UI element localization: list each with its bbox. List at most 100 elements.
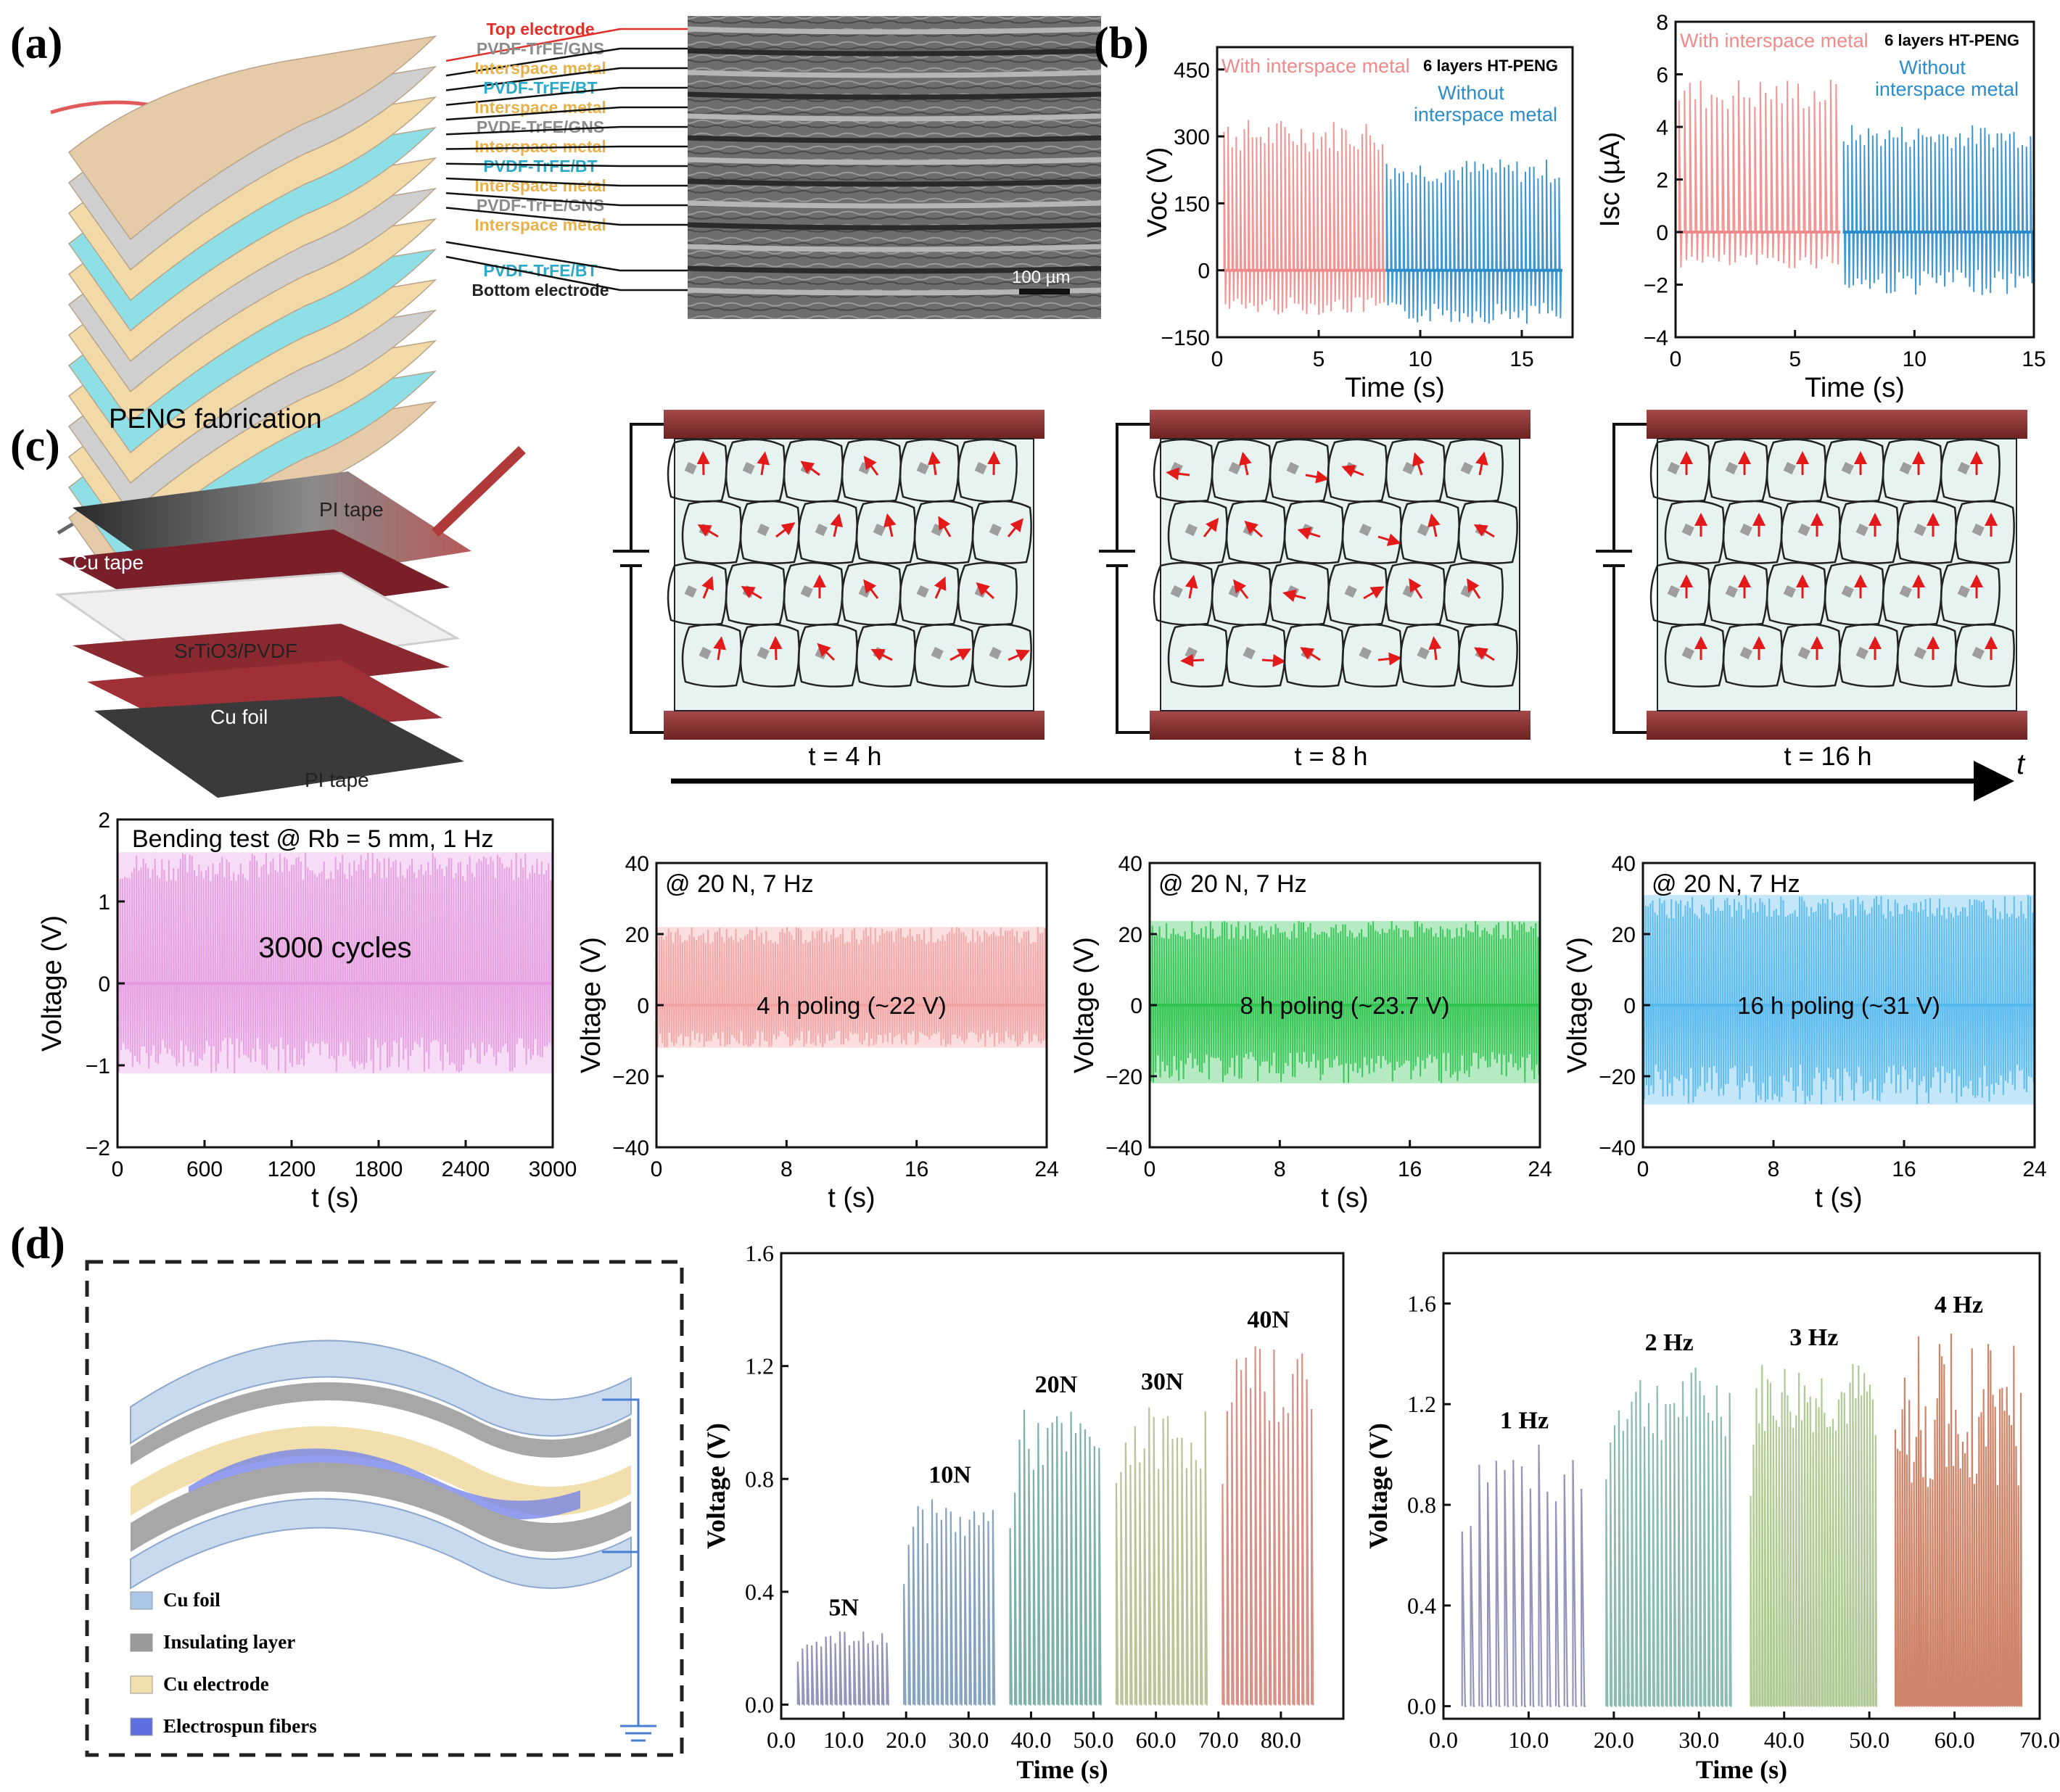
y-tick-label: 0 [1130,994,1142,1018]
series-Without interspace metal [1385,159,1562,324]
dipole-arrow [1305,470,1330,484]
dipole-arrow [1412,452,1425,476]
particle [1667,585,1680,598]
particle [1739,647,1752,660]
sem-band [687,157,1102,165]
particle [1797,647,1810,660]
x-tick-label: 15 [1509,347,1533,371]
sem-band [687,48,1102,57]
grain-boundary [1457,623,1518,688]
x-tick-label: 50.0 [1074,1727,1114,1753]
legend-label: Electrospun fibers [163,1715,317,1737]
x-tick-label: 0 [1670,347,1682,371]
grain-boundary [1954,500,2015,564]
y-tick-label: 300 [1174,125,1210,149]
layer-pointer [445,207,621,226]
dipole-arrow [1008,649,1031,662]
x-tick-label: 60.0 [1136,1727,1177,1753]
poling-time-label: t = 4 h [808,741,881,771]
grain-boundary [1824,561,1884,626]
plot-frame [1216,46,1574,339]
grain-boundary [1283,500,1344,564]
dipole-arrow [1261,654,1286,667]
grain-boundary [1940,438,2001,503]
layer-pointer [445,67,621,91]
dipole-arrow [1203,517,1219,537]
series-With interspace metal [1678,79,1841,269]
dipole-arrow [697,524,719,538]
x-tick-label: 10 [1408,347,1432,371]
series-Without interspace metal [1842,125,2034,295]
poling-box [1596,410,2027,740]
y-tick-label: 1.6 [745,1240,774,1266]
signal-trace [1842,125,2034,295]
y-tick-label: 40 [1118,852,1142,876]
y-tick-label: 0 [1198,260,1210,284]
sem-band [687,26,1102,35]
dipole-arrow [1300,647,1321,661]
grain-boundary [1327,438,1388,503]
particle [1243,647,1256,660]
series-4 Hz [1894,1333,2023,1707]
signal-trace [1115,1407,1208,1706]
chart-title: 6 layers HT-PENG [1423,57,1558,75]
grain-boundary [957,438,1018,503]
grain-boundary [1211,561,1272,626]
chart-poling-4h: 0 8 16 24 −40 −20 0 20 40 t (s) Voltage (V) @ 20 N,… [576,852,1059,1213]
particle [1783,585,1796,598]
x-tick-label: 0.0 [1429,1727,1458,1753]
dipole-arrow [830,513,844,537]
grain-boundary [1153,438,1214,503]
x-tick-label: 70.0 [1198,1727,1239,1753]
dipole-arrow [1475,451,1488,476]
grain-boundary [899,438,960,503]
y-axis-label: Voltage (V) [576,937,606,1073]
signal-trace [1385,159,1562,324]
chart-title: @ 20 N, 7 Hz [1158,870,1307,898]
x-tick-label: 10.0 [1508,1727,1549,1753]
grain-boundary [971,500,1032,564]
series-annotation: 1 Hz [1500,1408,1549,1434]
series-annotation: interspace metal [1875,78,2019,100]
particle [757,524,770,537]
dipole-arrow [1166,467,1190,481]
layer-pointer [445,125,621,136]
grain-boundary [783,438,844,503]
y-tick-label: 0.8 [745,1466,774,1492]
device-layer-label: Cu foil [210,706,268,728]
x-tick-label: 40.0 [1764,1727,1805,1753]
series-30N [1115,1407,1208,1706]
y-tick-label: 6 [1656,64,1668,88]
grain-boundary [797,623,858,688]
grain-boundary [1399,500,1460,564]
x-tick-label: 600 [186,1157,223,1181]
layer-pointer [445,255,621,292]
poling-box [613,410,1045,740]
grain-boundary [1824,438,1884,503]
grain-boundary [667,438,728,503]
sem-band [687,200,1102,209]
particle [1899,585,1912,598]
y-tick-label: −20 [1105,1065,1142,1089]
series-40N [1221,1346,1314,1706]
dipole-arrow [741,586,762,600]
grain-boundary [971,623,1032,688]
particle [1913,647,1927,660]
particle [1725,462,1738,475]
layer-label: Interspace metal [474,215,606,234]
y-tick-label: −20 [1599,1065,1636,1089]
particle [699,647,712,660]
x-axis-label: t (s) [1321,1183,1368,1213]
legend-label: Insulating layer [163,1631,295,1653]
x-tick-label: 2400 [442,1157,490,1181]
dipole-arrow [1363,586,1385,600]
sem-band [687,244,1102,252]
legend-swatch [130,1675,153,1694]
x-tick-label: 5 [1789,347,1801,371]
x-tick-label: 10 [1903,347,1927,371]
particle [1783,462,1796,475]
x-tick-label: 50.0 [1849,1727,1890,1753]
sem-band [687,113,1102,122]
grain-boundary [739,500,800,564]
